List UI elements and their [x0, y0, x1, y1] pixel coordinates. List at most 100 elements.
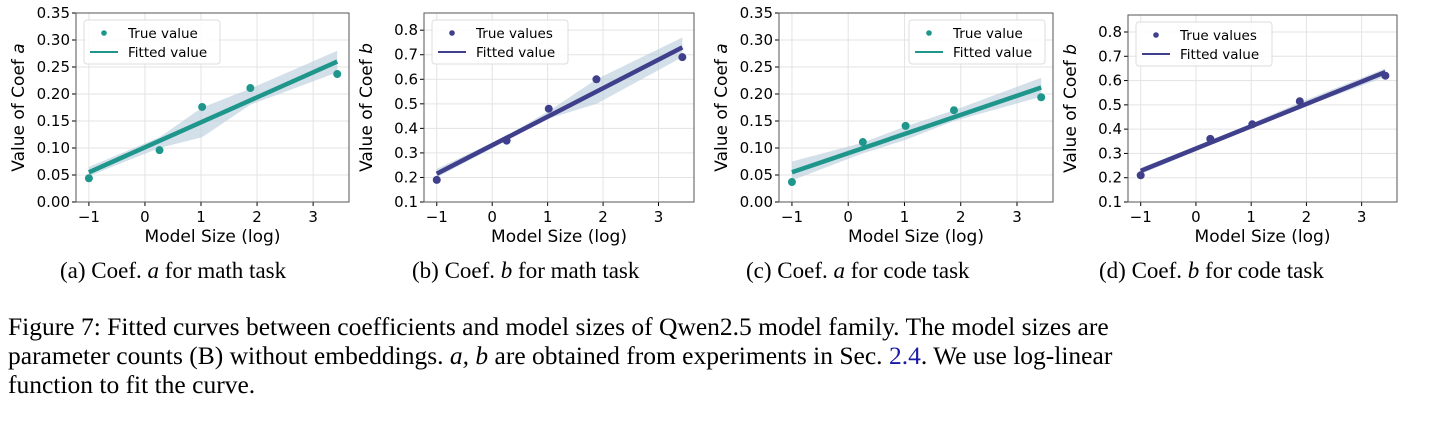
- subcaption-var: a: [147, 258, 160, 283]
- y-tick-label: 0.6: [394, 70, 418, 88]
- subcaption-text: (d) Coef.: [1099, 258, 1188, 283]
- y-axis-label-var: b: [1061, 44, 1081, 55]
- caption-text: . We use log-linear: [920, 341, 1113, 370]
- subcaption-b: (b) Coef. b for math task: [412, 258, 639, 284]
- y-axis-label-var: a: [712, 43, 732, 53]
- fitted-line: [435, 45, 684, 176]
- y-tick-label: 0.3: [394, 144, 418, 162]
- y-tick-label: 0.35: [740, 4, 773, 22]
- x-tick-label: 0: [843, 208, 853, 226]
- legend-marker-point: [101, 30, 107, 36]
- x-tick-label: 1: [196, 208, 206, 226]
- x-tick-label: 3: [308, 208, 318, 226]
- y-tick-label: 0.2: [394, 168, 418, 186]
- x-tick-label: 2: [956, 208, 966, 226]
- y-axis-label-text: Value of Coef: [712, 54, 732, 172]
- true-value-point: [949, 106, 958, 115]
- figure-caption-line1: Figure 7: Fitted curves between coeffici…: [8, 312, 1109, 341]
- subplot-c: −1 0 1 2 3 0.00 0.05 0.10 0.15 0.20 0.25 0.30 0.35 Mo…: [712, 4, 1054, 247]
- legend-label: True values: [475, 26, 553, 42]
- x-axis-label: Model Size (log): [848, 227, 984, 247]
- legend-label: Fitted value: [476, 45, 555, 61]
- subcaption-text: for code task: [1199, 258, 1324, 283]
- subcaption-var: a: [833, 258, 846, 283]
- y-tick-label: 0.20: [37, 85, 70, 103]
- x-tick-label: 0: [1191, 208, 1201, 226]
- y-tick-label: 0.6: [1098, 72, 1122, 90]
- legend-label: True value: [952, 26, 1023, 42]
- caption-vars: a, b: [449, 341, 489, 370]
- y-tick-label: 0.35: [37, 4, 70, 22]
- caption-text: parameter counts (B) without embeddings.: [8, 341, 450, 370]
- true-value-point: [502, 136, 511, 145]
- axes-frame: [1127, 14, 1398, 203]
- legend-marker-point: [926, 30, 932, 36]
- y-tick-label: 0.1: [394, 193, 418, 211]
- subplot-b: −1 0 1 2 3 0.1 0.2 0.3 0.4 0.5 0.6 0.7 0.8 Model Size…: [357, 12, 695, 247]
- x-tick-label: 1: [543, 208, 553, 226]
- y-tick-label: 0.05: [37, 166, 70, 184]
- x-tick-label: 1: [1246, 208, 1256, 226]
- y-tick-label: 0.10: [740, 139, 773, 157]
- y-axis-label: Value of Coef b: [1061, 44, 1081, 173]
- true-value-point: [1381, 71, 1390, 80]
- subplot-a: −1 0 1 2 3 0.00 0.05 0.10 0.15 0.20 0.25 0.30 0.35 Mo…: [9, 4, 350, 247]
- figure-caption-line2: parameter counts (B) without embeddings.…: [8, 341, 1112, 371]
- x-axis-label: Model Size (log): [145, 227, 281, 247]
- y-tick-label: 0.8: [394, 21, 418, 39]
- x-tick-label: 0: [140, 208, 150, 226]
- true-value-point: [1248, 120, 1257, 129]
- subcaption-var: b: [1187, 258, 1200, 283]
- y-tick-label: 0.2: [1098, 169, 1122, 187]
- y-axis-label-text: Value of Coef: [357, 54, 377, 172]
- fitted-line: [1139, 69, 1387, 174]
- x-axis-label: Model Size (log): [491, 227, 627, 247]
- caption-text: are obtained from experiments in Sec.: [488, 341, 889, 370]
- x-tick-label: 2: [252, 208, 262, 226]
- x-tick-label: 1: [900, 208, 910, 226]
- figure-caption-line3: function to fit the curve.: [8, 370, 256, 399]
- legend-label: Fitted value: [1180, 47, 1259, 63]
- y-tick-label: 0.7: [394, 46, 418, 64]
- fitted-line: [87, 59, 339, 175]
- y-axis-label: Value of Coef b: [357, 43, 377, 172]
- y-tick-label: 0.1: [1098, 193, 1122, 211]
- subcaption-text: (a) Coef.: [60, 258, 148, 283]
- true-value-point: [155, 146, 164, 155]
- section-reference-link[interactable]: 2.4: [888, 341, 921, 370]
- y-tick-label: 0.8: [1098, 23, 1122, 41]
- y-tick-label: 0.15: [740, 112, 773, 130]
- y-tick-label: 0.5: [394, 95, 418, 113]
- x-tick-label: 2: [598, 208, 608, 226]
- y-axis-label-text: Value of Coef: [1061, 55, 1081, 173]
- legend-marker-point: [449, 30, 455, 36]
- subcaption-a: (a) Coef. a for math task: [60, 258, 286, 284]
- true-value-point: [246, 84, 255, 93]
- true-value-point: [432, 175, 441, 184]
- subcaption-text: (b) Coef.: [412, 258, 501, 283]
- true-value-point: [1136, 171, 1145, 180]
- true-value-point: [858, 138, 867, 147]
- axes-frame: [423, 12, 695, 203]
- x-tick-label: 3: [1012, 208, 1022, 226]
- legend-label: True values: [1179, 28, 1257, 44]
- y-axis-label-text: Value of Coef: [9, 54, 29, 172]
- y-tick-label: 0.00: [740, 193, 773, 211]
- legend: True values Fitted value: [431, 19, 569, 65]
- true-value-point: [333, 70, 342, 79]
- true-value-point: [678, 53, 687, 62]
- y-tick-label: 0.25: [37, 58, 70, 76]
- y-tick-label: 0.5: [1098, 96, 1122, 114]
- y-tick-label: 0.15: [37, 112, 70, 130]
- y-tick-label: 0.7: [1098, 47, 1122, 65]
- legend: True value Fitted value: [83, 19, 221, 65]
- y-tick-label: 0.3: [1098, 144, 1122, 162]
- true-value-point: [901, 121, 910, 130]
- y-tick-label: 0.30: [37, 31, 70, 49]
- y-tick-label: 0.10: [37, 139, 70, 157]
- fitted-line: [791, 85, 1042, 175]
- y-tick-label: 0.25: [740, 58, 773, 76]
- legend-label: Fitted value: [953, 45, 1032, 61]
- true-value-point: [84, 174, 93, 183]
- x-axis-label: Model Size (log): [1195, 227, 1331, 247]
